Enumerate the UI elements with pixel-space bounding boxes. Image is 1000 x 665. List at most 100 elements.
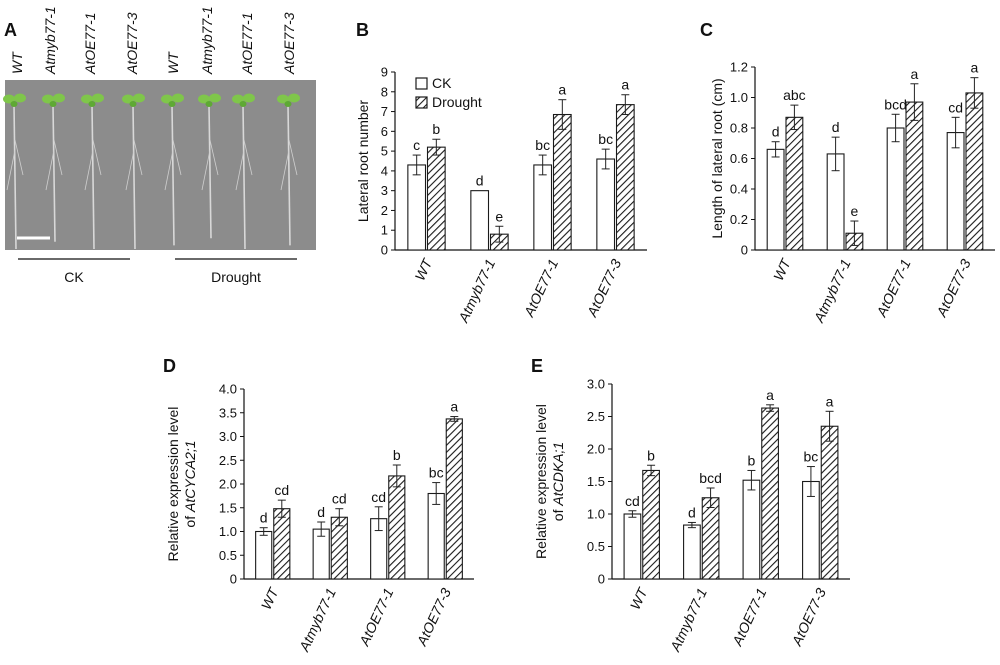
bar-drought [820,425,839,580]
category-label: Atmyb77-1 [295,586,339,655]
y-tick-label: 1.5 [219,500,237,515]
bar-drought [785,116,804,251]
significance-label: b [748,452,756,468]
legend-ck-swatch [415,77,428,90]
significance-label: d [772,124,780,140]
y-axis-title: Relative expression level [533,404,549,559]
significance-label: e [495,208,503,224]
y-tick-label: 0.2 [730,212,748,227]
panel-b-lateral-root-number: B 0 1 2 3 4 5 6 7 8 9 Lateral root number cb WT d e Atmy… [355,20,647,326]
bar-drought [905,101,924,251]
significance-label: a [971,60,979,76]
y-tick-label: 1.2 [730,60,748,75]
significance-label: bc [598,131,613,147]
y-tick-label: 0.4 [730,182,748,197]
y-axis-title: Relative expression level [165,407,181,562]
y-tick-label: 1.0 [730,90,748,105]
category-label: AtOE77-1 [520,257,561,320]
panel-letter: D [163,356,176,376]
seedling [81,93,104,250]
category-label: Atmyb77-1 [455,257,499,326]
significance-label: cd [274,482,289,498]
y-tick-label: 9 [381,65,388,80]
genotype-label: AtOE77-3 [281,12,297,75]
significance-label: a [450,399,458,415]
bar-drought [426,146,446,251]
bar-drought [615,104,635,251]
y-tick-label: 3.0 [219,429,237,444]
significance-label: a [766,387,774,403]
panel-c-lateral-root-length: C 0 0.2 0.4 0.6 0.8 1.0 1.2 Length of lateral ro… [700,20,995,326]
y-tick-label: 6 [381,124,388,139]
significance-label: a [826,393,834,409]
y-tick-label: 0.8 [730,121,748,136]
panel-letter-a: A [4,20,17,40]
panel-d-cyca2-expression: D 0 0.5 1.0 1.5 2.0 2.5 3.0 3.5 4.0 Relative expre… [163,356,474,655]
y-tick-label: 4.0 [219,382,237,397]
category-label: AtOE77-3 [933,256,974,320]
bar-drought [761,407,779,580]
seedling [198,93,221,239]
bar-ck [683,524,701,580]
category-label: WT [412,255,436,283]
legend: CK Drought [415,75,482,110]
category-label: AtOE77-3 [788,585,829,649]
significance-label: bc [535,137,550,153]
y-tick-label: 0 [230,572,237,587]
category-label: Atmyb77-1 [666,586,710,655]
y-axis-title: Lateral root number [355,100,371,223]
y-tick-label: 1.5 [587,474,605,489]
y-tick-label: 4 [381,163,388,178]
genotype-label: AtOE77-1 [82,13,98,75]
y-tick-label: 0.5 [219,548,237,563]
significance-label: b [393,447,401,463]
bar-drought [701,497,720,580]
y-axis-title: Length of lateral root (cm) [709,78,725,238]
y-tick-label: 2.0 [219,477,237,492]
genotype-label: Atmyb77-1 [199,6,215,75]
bar-ck [427,492,445,580]
bar-drought [445,418,463,580]
significance-label: d [688,504,696,520]
y-tick-label: 2.5 [219,453,237,468]
bar-ck [533,164,553,251]
significance-label: b [647,447,655,463]
bar-ck [946,132,965,251]
y-tick-label: 3.0 [587,377,605,392]
bar-ck [623,513,642,580]
bar-drought [642,469,660,580]
gene-name: AtCYCA2;1 [182,440,198,513]
y-axis-title-gene: of AtCDKA;1 [550,442,566,521]
significance-label: a [911,66,919,82]
bar-drought [388,475,406,580]
significance-label: a [558,82,566,98]
legend-drought-swatch [415,96,428,109]
seedling [277,93,300,246]
bar-ck [886,127,905,251]
y-tick-label: 0.5 [587,539,605,554]
seedling [3,93,26,250]
significance-label: cd [948,99,963,115]
significance-label: d [317,504,325,520]
seedling [122,93,145,250]
seedlings [3,93,300,250]
seedling [161,93,184,246]
significance-label: d [476,173,484,189]
significance-label: cd [332,491,347,507]
significance-label: e [851,203,859,219]
panel-letter: C [700,20,713,40]
seedling [232,93,255,250]
y-tick-label: 2.5 [587,409,605,424]
bar-ck [596,158,616,251]
significance-label: bc [429,465,444,481]
significance-label: c [413,137,420,153]
significance-label: a [621,77,629,93]
bar-ck [407,164,427,251]
drought-group-label: Drought [211,269,261,285]
significance-label: b [432,121,440,137]
category-label: AtOE77-1 [356,586,397,649]
bar-ck [742,479,761,580]
category-label: WT [627,584,651,612]
significance-label: d [260,510,268,526]
